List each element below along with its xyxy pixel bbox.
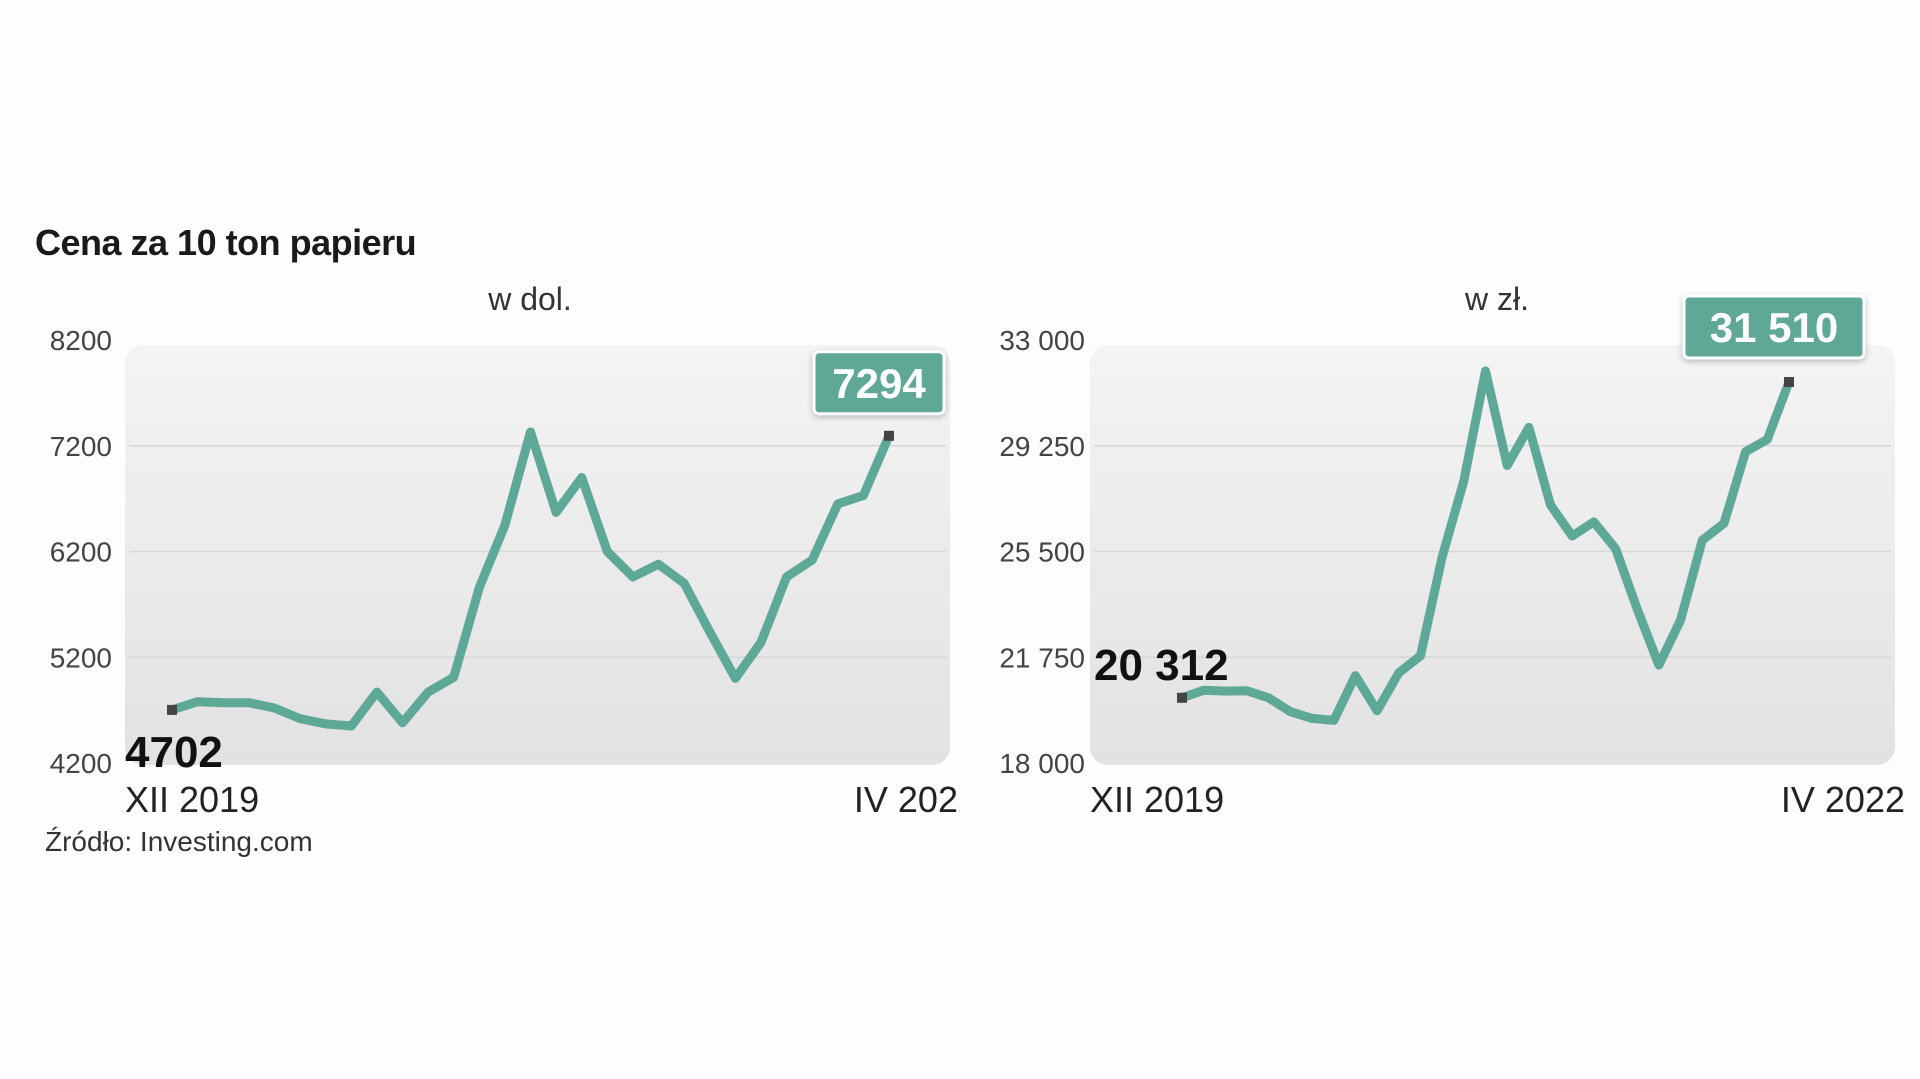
end-value-label: 31 510 (1710, 304, 1838, 351)
chart-subtitle: w dol. (487, 281, 572, 317)
y-tick-label: 7200 (50, 431, 112, 462)
y-tick-label: 4200 (50, 748, 112, 779)
end-marker (1784, 377, 1794, 388)
y-tick-label: 5200 (50, 642, 112, 673)
end-value-callout (812, 350, 946, 416)
x-label-start: XII 2019 (1090, 779, 1224, 820)
x-label-end: IV 2022 (854, 779, 960, 820)
chart-usd: 8200 7200 6200 5200 4200 w dol. XII 2019 IV 202… (50, 281, 960, 820)
end-value-label: 7294 (832, 360, 926, 407)
end-value-callout (1682, 294, 1866, 360)
data-line (167, 427, 894, 731)
plot-background (1090, 345, 1895, 765)
x-label-start: XII 2019 (125, 779, 259, 820)
end-marker (884, 430, 894, 441)
chart-title: Cena za 10 ton papieru (35, 222, 417, 263)
y-tick-label: 8200 (50, 325, 112, 356)
y-tick-label: 6200 (50, 537, 112, 568)
data-line (1177, 366, 1794, 725)
start-value-label: 4702 (125, 728, 223, 777)
source-note: Źródło: Investing.com (45, 826, 313, 857)
y-tick-label: 18 000 (999, 748, 1085, 779)
x-label-end: IV 2022 (1781, 779, 1905, 820)
start-value-label: 20 312 (1094, 641, 1229, 690)
y-tick-label: 29 250 (999, 431, 1085, 462)
y-tick-label: 21 750 (999, 642, 1085, 673)
chart-subtitle: w zł. (1464, 281, 1529, 317)
chart-pln: 33 000 29 250 25 500 21 750 18 000 w zł. XII 2… (999, 281, 1905, 820)
y-tick-label: 33 000 (999, 325, 1085, 356)
y-tick-label: 25 500 (999, 537, 1085, 568)
start-marker (167, 704, 177, 715)
start-marker (1177, 692, 1187, 703)
